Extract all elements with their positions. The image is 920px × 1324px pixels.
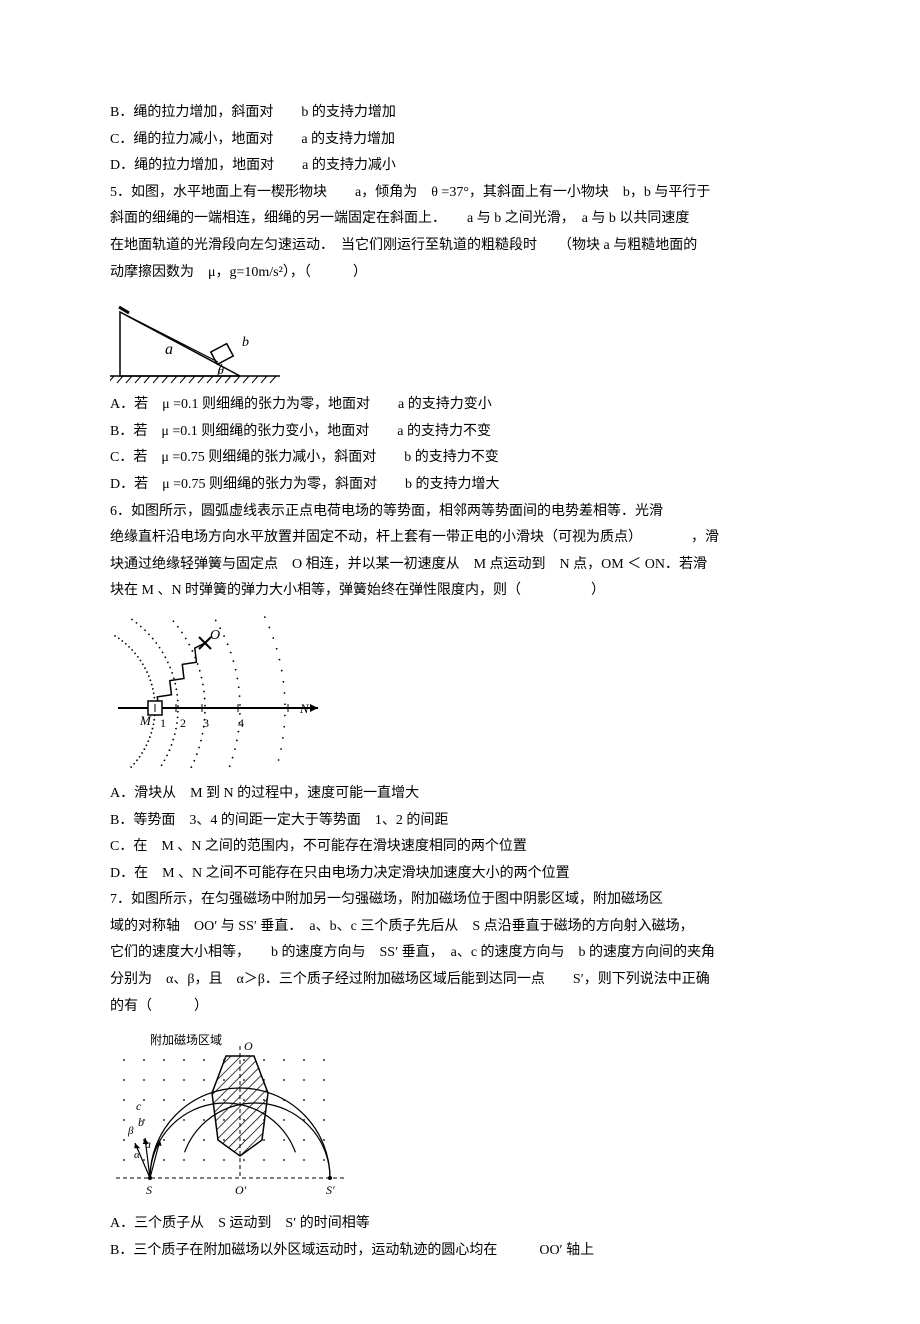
svg-text:α: α — [134, 1149, 140, 1161]
q5-option-b: B．若 μ =0.1 则细绳的张力变小，地面对 a 的支持力不变 — [110, 419, 810, 446]
svg-text:θ: θ — [218, 363, 224, 377]
q5-figure: a b θ — [110, 294, 810, 384]
q6-option-d: D．在 M 、N 之间不可能存在只由电场力决定滑块加速度大小的两个位置 — [110, 861, 810, 888]
q6-figure: O M12 3 4 N — [110, 613, 810, 773]
q5-stem-4: 动摩擦因数为 μ，g=10m/s²），（ ） — [110, 260, 810, 287]
q7-stem-1: 7．如图所示，在匀强磁场中附加另一匀强磁场，附加磁场位于图中阴影区域，附加磁场区 — [110, 887, 810, 914]
q6-option-a: A．滑块从 M 到 N 的过程中，速度可能一直增大 — [110, 781, 810, 808]
svg-text:3: 3 — [203, 716, 209, 730]
q4-option-b: B．绳的拉力增加，斜面对 b 的支持力增加 — [110, 100, 810, 127]
svg-text:附加磁场区域: 附加磁场区域 — [150, 1032, 222, 1047]
svg-text:O′: O′ — [235, 1183, 247, 1197]
q5-option-d: D．若 μ =0.75 则细绳的张力为零，斜面对 b 的支持力增大 — [110, 472, 810, 499]
q7-stem-3: 它们的速度大小相等， b 的速度方向与 SS′ 垂直， a、c 的速度方向与 b… — [110, 940, 810, 967]
svg-text:S: S — [146, 1183, 152, 1197]
q6-stem-4: 块在 M 、N 时弹簧的弹力大小相等，弹簧始终在弹性限度内，则（ ） — [110, 578, 810, 605]
svg-text:b: b — [138, 1115, 144, 1129]
svg-text:a: a — [165, 341, 173, 358]
svg-text:a: a — [145, 1137, 151, 1151]
q5-stem-3: 在地面轨道的光滑段向左匀速运动． 当它们刚运行至轨道的粗糙段时 （物块 a 与粗… — [110, 233, 810, 260]
q7-stem-2: 域的对称轴 OO′ 与 SS′ 垂直． a、b、c 三个质子先后从 S 点沿垂直… — [110, 914, 810, 941]
q5-stem-1: 5．如图，水平地面上有一楔形物块 a，倾角为 θ =37°，其斜面上有一小物块 … — [110, 180, 810, 207]
svg-text:S′: S′ — [326, 1183, 335, 1197]
q7-stem-4: 分别为 α、β，且 α＞β．三个质子经过附加磁场区域后能到达同一点 S′，则下列… — [110, 967, 810, 994]
q5-option-a: A．若 μ =0.1 则细绳的张力为零，地面对 a 的支持力变小 — [110, 392, 810, 419]
q6-option-b: B．等势面 3、4 的间距一定大于等势面 1、2 的间距 — [110, 808, 810, 835]
q7-option-a: A．三个质子从 S 运动到 S′ 的时间相等 — [110, 1211, 810, 1238]
svg-text:4: 4 — [238, 716, 244, 730]
q6-option-c: C．在 M 、N 之间的范围内，不可能存在滑块速度相同的两个位置 — [110, 834, 810, 861]
q7-option-b: B．三个质子在附加磁场以外区域运动时，运动轨迹的圆心均在 OO′ 轴上 — [110, 1238, 810, 1265]
q6-stem-1: 6．如图所示，圆弧虚线表示正点电荷电场的等势面，相邻两等势面间的电势差相等．光滑 — [110, 499, 810, 526]
svg-text:N: N — [299, 701, 310, 716]
q7-figure: 附加磁场区域 Ocbaβα S O′ S′ — [110, 1028, 810, 1203]
svg-text:β: β — [127, 1125, 134, 1137]
svg-text:O: O — [210, 628, 220, 643]
q4-option-d: D．绳的拉力增加，地面对 a 的支持力减小 — [110, 153, 810, 180]
svg-text:b: b — [242, 335, 249, 350]
svg-text:c: c — [136, 1099, 142, 1113]
q5-stem-2: 斜面的细绳的一端相连，细绳的另一端固定在斜面上． a 与 b 之间光滑， a 与… — [110, 206, 810, 233]
svg-text:M: M — [139, 713, 152, 728]
svg-text:O: O — [244, 1039, 253, 1053]
svg-text:1: 1 — [160, 716, 166, 730]
svg-text:2: 2 — [180, 716, 186, 730]
q7-stem-5: 的有（ ） — [110, 994, 810, 1021]
q4-option-c: C．绳的拉力减小，地面对 a 的支持力增加 — [110, 127, 810, 154]
q5-option-c: C．若 μ =0.75 则细绳的张力减小，斜面对 b 的支持力不变 — [110, 445, 810, 472]
q6-stem-3: 块通过绝缘轻弹簧与固定点 O 相连，并以某一初速度从 M 点运动到 N 点，OM… — [110, 552, 810, 579]
q6-stem-2: 绝缘直杆沿电场方向水平放置并固定不动，杆上套有一带正电的小滑块（可视为质点） ，… — [110, 525, 810, 552]
